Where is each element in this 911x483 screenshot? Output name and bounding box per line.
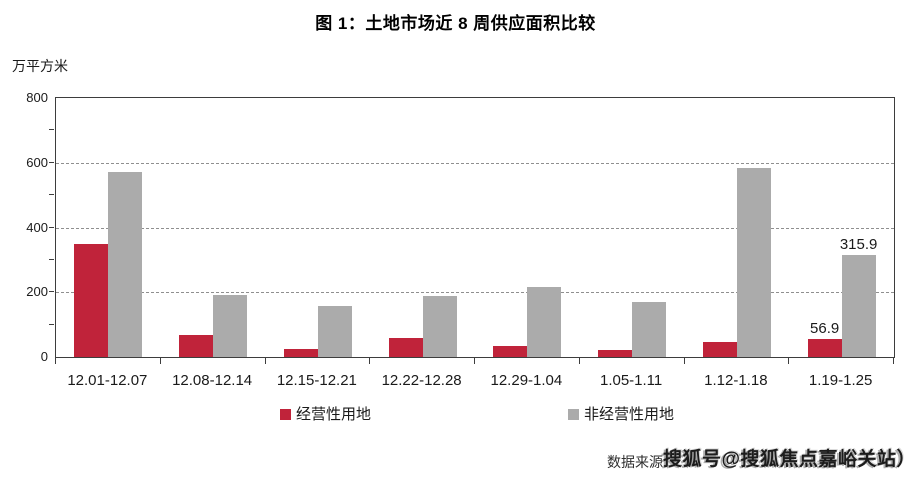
y-tick-label-400: 400: [26, 219, 48, 235]
non-operating-land-bar-12.22-12.28: [422, 296, 457, 357]
x-axis-label: 12.29-1.04: [490, 372, 563, 389]
legend-swatch-red-icon: [280, 409, 291, 420]
y-axis-tick: [49, 258, 54, 260]
y-axis-tick: [49, 226, 54, 228]
operating-land-bar-12.08-12.14: [179, 335, 214, 357]
sohu-watermark-text: 搜狐号@搜狐焦点嘉峪关站）: [663, 449, 911, 470]
x-axis-label-row: 12.01-12.07 12.08-12.14 12.15-12.21 12.22-1…: [55, 372, 893, 389]
legend-item-operating-land: 经营性用地: [280, 407, 371, 422]
operating-land-bar-1.19-1.25: [807, 338, 842, 357]
y-tick-label-800: 800: [26, 90, 48, 105]
gridline-600: [56, 162, 894, 164]
y-tick-label-200: 200: [26, 284, 48, 300]
operating-land-bar-12.29-1.04: [493, 345, 528, 357]
non-operating-land-bar-12.08-12.14: [213, 294, 248, 357]
non-operating-land-bar-1.05-1.11: [632, 301, 667, 357]
x-axis-label: 12.15-12.21: [276, 372, 357, 389]
x-axis-tick: [55, 357, 56, 364]
y-tick-label-600: 600: [26, 154, 48, 170]
operating-land-bar-1.05-1.11: [598, 349, 633, 357]
legend-swatch-gray-icon: [568, 409, 579, 420]
legend-item-non-operating-land: 非经营性用地: [568, 407, 674, 422]
x-axis-tick: [474, 357, 475, 364]
x-axis-tick: [578, 357, 580, 364]
operating-land-bar-12.15-12.21: [283, 349, 318, 357]
legend-label-operating-land: 经营性用地: [296, 406, 372, 423]
x-axis-label: 12.08-12.14: [172, 372, 253, 389]
operating-land-bar-12.01-12.07: [74, 244, 109, 357]
y-axis-tick: [49, 129, 54, 131]
x-axis-label: 1.05-1.11: [599, 372, 663, 389]
y-axis-tick: [49, 161, 54, 163]
x-axis-tick: [788, 357, 790, 364]
plot-area: 56.9 315.9: [55, 97, 895, 358]
x-axis-tick: [264, 357, 266, 364]
x-axis-label: 1.19-1.25: [808, 372, 873, 389]
y-tick-label-0: 0: [40, 349, 48, 364]
data-label-56.9: 56.9: [810, 319, 840, 337]
x-axis-tick: [893, 357, 894, 364]
data-label-315.9: 315.9: [839, 235, 878, 253]
non-operating-land-bar-12.01-12.07: [108, 172, 143, 357]
x-axis-tick: [159, 357, 161, 364]
operating-land-bar-1.12-1.18: [702, 341, 737, 357]
operating-land-bar-12.22-12.28: [388, 337, 423, 357]
non-operating-land-bar-1.19-1.25: [841, 254, 876, 357]
gridline-400: [56, 227, 894, 229]
data-source-label: 数据来源: [607, 454, 663, 470]
y-axis-tick: [49, 291, 54, 293]
legend-label-non-operating-land: 非经营性用地: [584, 406, 675, 423]
chart-title: 图 1：土地市场近 8 周供应面积比较: [315, 14, 596, 33]
x-axis-label: 1.12-1.18: [704, 372, 768, 389]
y-axis-tick: [49, 194, 54, 196]
y-axis-unit-label: 万平方米: [12, 58, 68, 74]
non-operating-land-bar-1.12-1.18: [736, 167, 771, 357]
x-axis-tick: [683, 357, 685, 364]
non-operating-land-bar-12.15-12.21: [317, 306, 352, 357]
x-axis-label: 12.01-12.07: [67, 372, 148, 389]
x-axis-label: 12.22-12.28: [381, 372, 462, 389]
y-axis-tick: [49, 323, 54, 325]
gridline-200: [56, 292, 894, 294]
x-axis-tick: [369, 357, 371, 364]
non-operating-land-bar-12.29-1.04: [527, 287, 562, 357]
